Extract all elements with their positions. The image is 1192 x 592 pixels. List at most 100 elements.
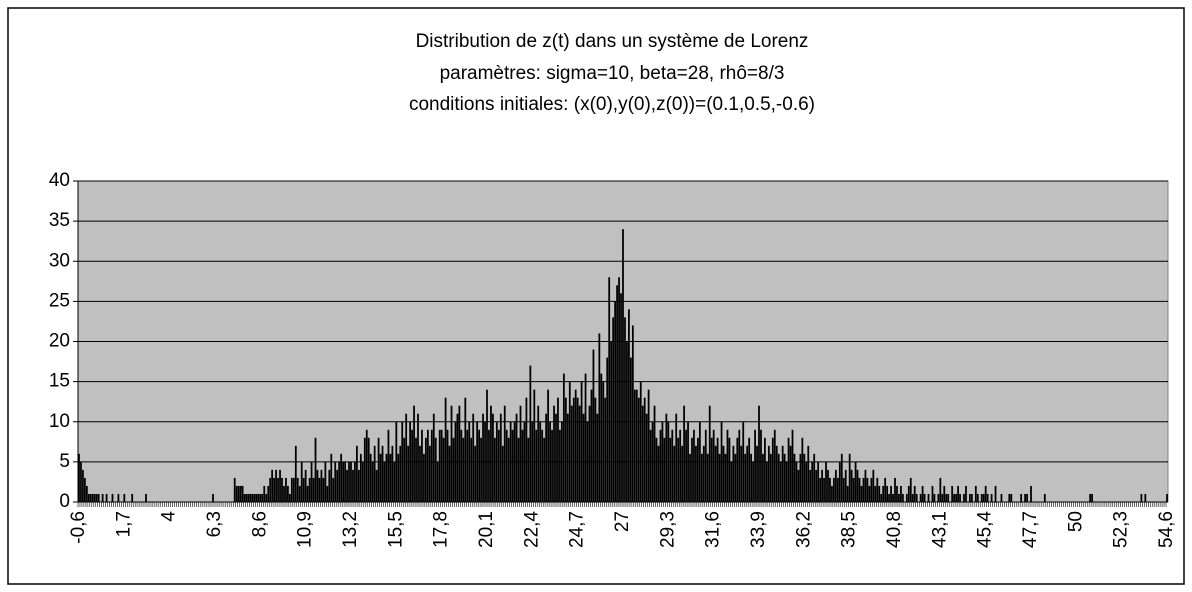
- bar: [963, 493, 965, 502]
- bar: [369, 453, 372, 502]
- bar: [450, 405, 453, 502]
- bar: [900, 485, 902, 502]
- bar: [647, 389, 650, 502]
- y-tick-label: 10: [49, 411, 70, 432]
- bar: [754, 429, 756, 502]
- bar: [283, 485, 285, 502]
- bar: [823, 477, 825, 502]
- bar: [762, 453, 764, 502]
- bar: [663, 437, 666, 502]
- y-tick-label: 20: [49, 331, 70, 352]
- bar: [894, 477, 896, 502]
- bar: [665, 413, 668, 502]
- bar: [336, 469, 339, 502]
- bar: [505, 429, 508, 502]
- bar: [78, 453, 80, 502]
- bar: [986, 493, 989, 502]
- bar: [519, 405, 522, 502]
- bar: [628, 309, 630, 502]
- bar: [320, 469, 323, 502]
- bar: [440, 429, 443, 502]
- bar: [456, 413, 459, 502]
- bar: [931, 485, 934, 502]
- bar: [620, 293, 622, 502]
- bar: [235, 485, 238, 502]
- bar: [915, 493, 918, 502]
- bar: [574, 389, 577, 502]
- bar: [827, 469, 829, 502]
- bar: [882, 485, 885, 502]
- bar: [117, 493, 120, 502]
- bar: [521, 429, 524, 502]
- bar: [840, 453, 843, 502]
- bar: [767, 445, 770, 502]
- bar: [539, 421, 542, 502]
- bar: [255, 493, 258, 502]
- bar: [795, 461, 798, 502]
- bar: [557, 397, 559, 502]
- bar: [700, 453, 703, 502]
- bar: [890, 485, 892, 502]
- x-tick-label: 20,1: [476, 511, 497, 548]
- bar: [716, 437, 719, 502]
- bar: [939, 477, 942, 502]
- bar: [1008, 493, 1011, 502]
- bar: [359, 453, 362, 502]
- bar: [407, 445, 410, 502]
- bar: [892, 493, 894, 502]
- bar: [773, 429, 776, 502]
- x-tick-label: 17,8: [431, 511, 452, 548]
- bar: [371, 461, 374, 502]
- x-tick-label: 40,8: [884, 511, 905, 548]
- bar: [718, 453, 721, 502]
- bar: [324, 461, 327, 502]
- bar: [559, 429, 561, 502]
- bar: [393, 461, 396, 502]
- bar: [905, 493, 908, 502]
- bar: [722, 445, 725, 502]
- bar: [831, 485, 833, 502]
- bar: [249, 493, 252, 502]
- bar: [111, 493, 114, 502]
- bar: [909, 477, 912, 502]
- bar: [399, 445, 402, 502]
- bar: [959, 493, 961, 502]
- bar: [531, 421, 534, 502]
- bar: [361, 461, 364, 502]
- bar: [945, 493, 948, 502]
- y-tick-label: 40: [49, 170, 70, 191]
- bar: [367, 437, 370, 502]
- bar: [387, 429, 390, 502]
- bar: [237, 485, 240, 502]
- bar: [411, 429, 413, 502]
- y-tick-label: 15: [49, 371, 70, 392]
- bar: [296, 477, 299, 502]
- bar: [488, 429, 490, 502]
- bar: [884, 477, 887, 502]
- bar: [257, 493, 260, 502]
- bar: [748, 437, 751, 502]
- bar: [328, 469, 331, 502]
- bar: [947, 493, 950, 502]
- bar: [667, 421, 670, 502]
- bar: [417, 413, 419, 502]
- bar: [493, 437, 496, 502]
- bar: [350, 461, 352, 502]
- bar: [566, 413, 569, 502]
- bar: [562, 373, 565, 502]
- bar: [689, 453, 691, 502]
- x-tick-label: 4: [159, 511, 180, 522]
- bar: [553, 405, 555, 502]
- bar: [80, 461, 82, 502]
- bar: [578, 405, 581, 502]
- bar: [340, 453, 343, 502]
- bar: [470, 437, 473, 502]
- bar: [436, 461, 439, 502]
- bar: [622, 229, 624, 502]
- bar: [886, 485, 889, 502]
- bar: [304, 469, 307, 502]
- x-tick-label: 54,6: [1156, 511, 1177, 548]
- bar: [509, 421, 512, 502]
- bar: [312, 477, 315, 502]
